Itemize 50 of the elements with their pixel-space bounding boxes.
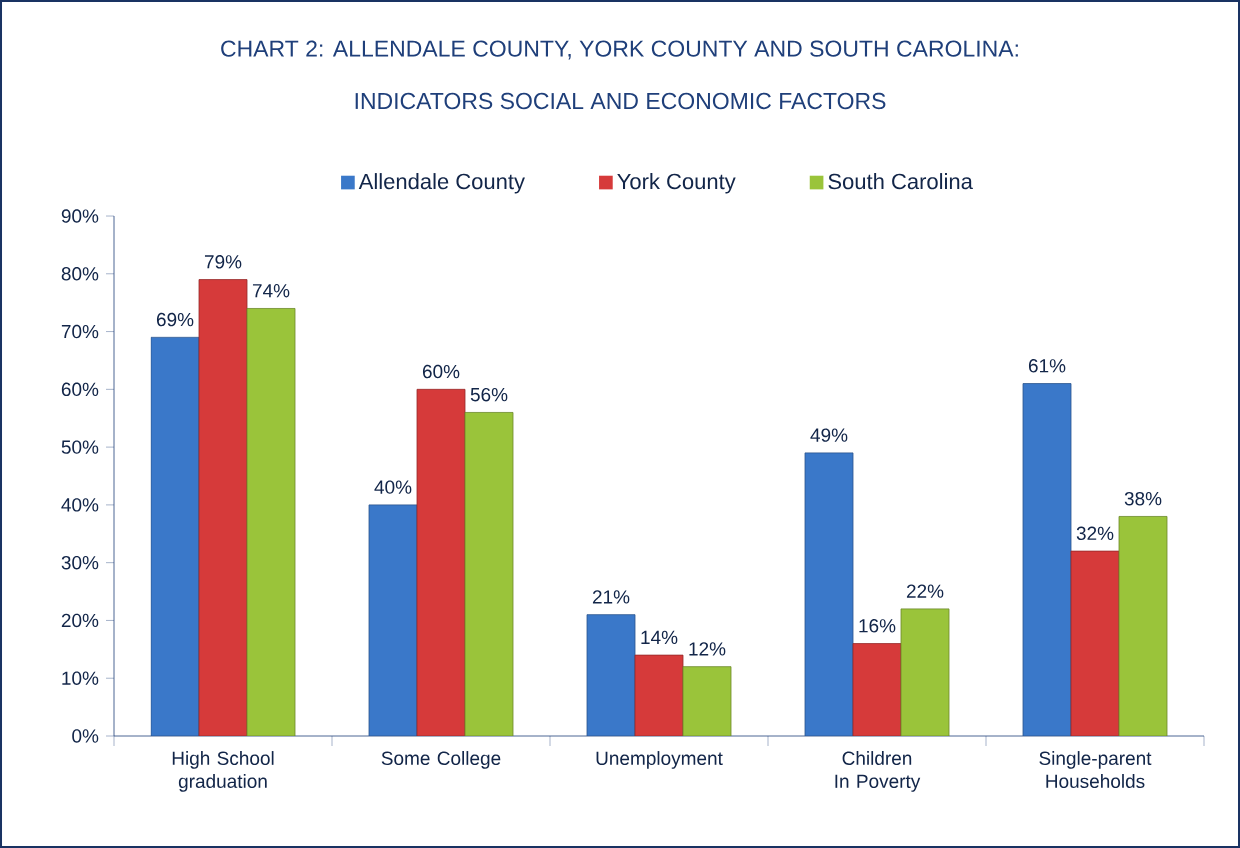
x-tick-label: Children In Poverty: [835, 751, 921, 792]
legend-label: York County: [617, 173, 736, 194]
y-tick-label: 0%: [72, 729, 99, 743]
data-label: 56%: [470, 387, 508, 402]
bar: [246, 308, 296, 736]
y-tick-label: 10%: [62, 671, 99, 685]
chart-subtitle: INDICATORS SOCIAL AND ECONOMIC FACTORS: [355, 92, 886, 110]
data-label: 22%: [906, 584, 944, 598]
bar: [1118, 516, 1168, 736]
bar: [852, 643, 902, 736]
data-label: 16%: [859, 619, 896, 633]
data-label: 38%: [1124, 491, 1162, 506]
data-label: 60%: [422, 364, 460, 379]
bar: [150, 336, 200, 736]
data-label: 14%: [641, 630, 678, 645]
y-tick-label: 90%: [61, 209, 99, 223]
bar: [586, 614, 636, 736]
bar: [464, 412, 514, 736]
bar: [416, 388, 466, 736]
data-label: 61%: [1028, 359, 1066, 373]
data-label: 69%: [156, 312, 194, 327]
x-tick-label: Unemployment: [596, 751, 723, 769]
bar: [900, 608, 950, 736]
bar: [804, 452, 854, 736]
data-label: 79%: [204, 255, 242, 269]
legend-label: Allendale County: [358, 173, 525, 194]
y-tick-label: 30%: [61, 555, 99, 570]
chart-title: CHART 2: ALLENDALE COUNTY, YORK COUNTY AND SOUTH CAROLINA:: [221, 40, 1018, 60]
y-tick-label: 50%: [61, 440, 99, 454]
y-tick-label: 20%: [61, 613, 99, 628]
x-tick-label: Some College: [381, 751, 501, 769]
x-tick-label: Single-parent Households: [1039, 751, 1152, 789]
bar: [368, 504, 418, 736]
x-tick-label: High School graduation: [172, 751, 274, 792]
data-label: 21%: [592, 590, 630, 604]
bar: [198, 279, 248, 736]
legend-label: South Carolina: [828, 173, 973, 190]
data-label: 12%: [689, 642, 726, 656]
data-label: 49%: [810, 428, 848, 442]
bar: [682, 666, 732, 736]
bar: [1070, 550, 1120, 736]
data-label: 74%: [252, 284, 290, 298]
y-tick-label: 70%: [61, 324, 99, 339]
data-label: 32%: [1076, 526, 1114, 541]
y-tick-label: 60%: [61, 382, 99, 397]
data-label: 40%: [374, 480, 412, 494]
y-tick-label: 80%: [61, 267, 99, 281]
y-tick-label: 40%: [61, 498, 99, 512]
bar: [1022, 383, 1072, 736]
bar: [634, 654, 684, 736]
